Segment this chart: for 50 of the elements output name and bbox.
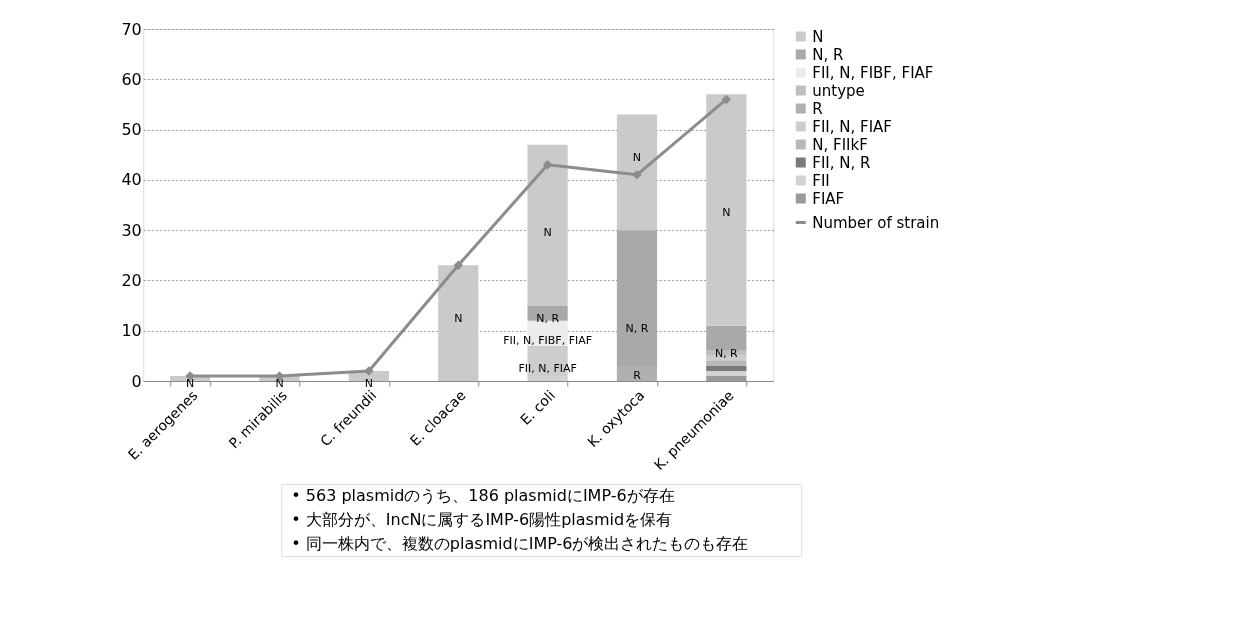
text: • 大部分が、IncNに属するIMP-6陽性plasmidを保有 xyxy=(291,510,673,529)
y-tick-label: 0 xyxy=(131,371,142,391)
annotation: N xyxy=(632,150,642,164)
point xyxy=(721,95,731,104)
annotation: FII, N, FIAF xyxy=(518,361,577,375)
point xyxy=(364,366,374,376)
bar xyxy=(706,325,747,351)
y-tick-label: 50 xyxy=(121,120,142,140)
legend-label: FII xyxy=(812,171,830,190)
bar xyxy=(616,114,658,231)
legend-label: untype xyxy=(812,81,865,100)
y-tick-label: 30 xyxy=(121,220,142,240)
y-tick-label: 60 xyxy=(121,69,142,89)
y-tick-label: 40 xyxy=(121,170,142,190)
legend-label: N, R xyxy=(812,45,844,64)
text: • 同一株内で、複数のplasmidにIMP-6が検出されたものも存在 xyxy=(291,534,749,553)
bar xyxy=(706,370,747,376)
legend-label: FII, N, R xyxy=(812,153,871,172)
legend-label: N, FIIkF xyxy=(812,135,868,154)
legend-label: FII, N, FIAF xyxy=(812,117,892,136)
y-tick-label: 70 xyxy=(121,19,142,39)
legend-label: FIAF xyxy=(812,189,845,208)
bar xyxy=(706,365,747,371)
point xyxy=(543,160,552,170)
annotation: N xyxy=(186,377,195,390)
bar xyxy=(706,94,747,326)
bar xyxy=(527,144,568,306)
annotation: N xyxy=(543,226,552,240)
annotation: N xyxy=(275,377,284,390)
y-tick-label: 20 xyxy=(121,270,142,290)
legend-label: N xyxy=(812,27,824,46)
x-tick-label: E. coli xyxy=(517,387,559,428)
annotation: N xyxy=(364,377,374,390)
legend-label: Number of strain xyxy=(812,213,940,232)
legend-label: FII, N, FIBF, FIAF xyxy=(812,63,934,82)
bar xyxy=(706,375,747,381)
point xyxy=(632,170,642,180)
annotation: N, R xyxy=(625,321,649,335)
legend-label: R xyxy=(812,99,823,118)
annotation: FII, N, FIBF, FIAF xyxy=(503,334,593,348)
annotation: N xyxy=(722,206,731,220)
text: • 563 plasmidのうち、186 plasmidにIMP-6が存在 xyxy=(291,486,675,505)
annotation: R xyxy=(633,369,642,383)
bar xyxy=(438,265,479,381)
annotation: N, R xyxy=(536,311,560,325)
annotation: N xyxy=(454,311,463,325)
bar xyxy=(706,360,747,366)
point xyxy=(453,260,463,270)
annotation: N, R xyxy=(714,346,739,360)
y-tick-label: 10 xyxy=(121,321,142,341)
